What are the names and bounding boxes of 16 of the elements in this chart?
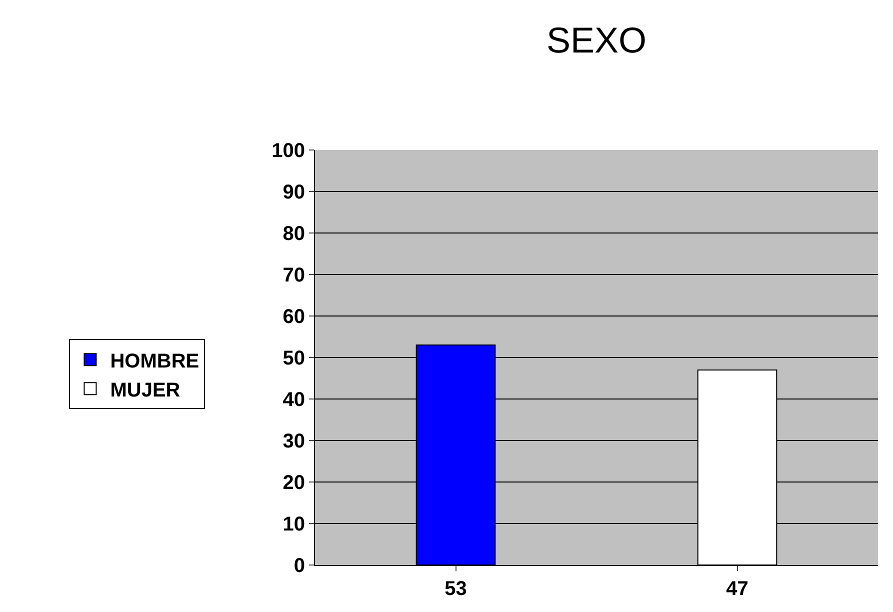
y-tick-label: 100 (272, 140, 305, 162)
y-tick-label: 40 (282, 389, 305, 411)
y-tick-label: 80 (282, 223, 305, 245)
y-tick-label: 90 (282, 182, 305, 204)
legend-label: HOMBRE (110, 350, 200, 372)
legend-label: MUJER (110, 379, 181, 402)
y-tick-label: 30 (282, 430, 305, 452)
chart-title: SEXO (546, 20, 647, 61)
y-tick-label: 60 (282, 306, 305, 328)
y-tick-label: 70 (282, 264, 305, 286)
y-tick-label: 20 (282, 472, 305, 494)
y-tick-label: 0 (294, 555, 305, 577)
x-tick-label: 53 (444, 578, 467, 600)
x-tick-label: 47 (726, 578, 748, 600)
y-tick-label: 10 (282, 514, 305, 536)
y-tick-label: 50 (282, 348, 305, 370)
